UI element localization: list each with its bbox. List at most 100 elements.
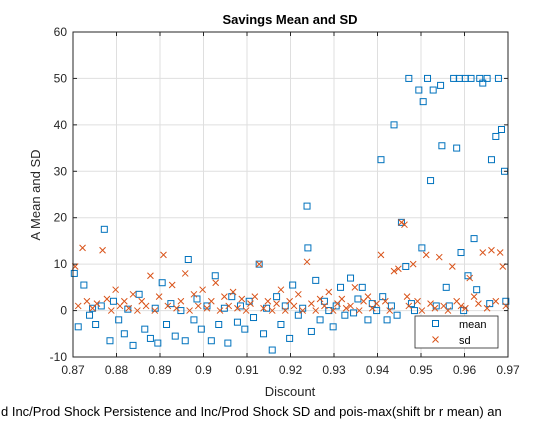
- point-mean: [141, 325, 149, 333]
- point-sd: [273, 300, 280, 307]
- point-mean: [233, 318, 241, 326]
- point-sd: [479, 249, 487, 256]
- point-sd: [364, 293, 372, 300]
- x-tick-label: 0.97: [496, 363, 520, 377]
- point-sd: [207, 297, 215, 305]
- point-sd: [435, 253, 443, 261]
- x-tick-label: 0.93: [322, 363, 346, 377]
- point-mean: [337, 283, 345, 291]
- point-mean: [260, 330, 268, 338]
- point-sd: [422, 251, 430, 259]
- point-sd: [164, 302, 172, 310]
- point-sd: [268, 307, 276, 314]
- point-mean: [341, 311, 349, 319]
- point-sd: [221, 293, 228, 300]
- point-sd: [238, 295, 246, 303]
- point-mean: [167, 300, 175, 308]
- point-sd: [414, 297, 421, 305]
- x-tick-label: 0.94: [366, 363, 390, 377]
- point-mean: [377, 156, 385, 164]
- point-mean: [467, 74, 475, 82]
- point-mean: [405, 74, 413, 82]
- point-sd: [260, 304, 267, 312]
- point-sd: [107, 307, 115, 314]
- point-mean: [106, 337, 114, 345]
- legend-marker-sd: [432, 336, 439, 343]
- point-mean: [460, 307, 468, 315]
- point-sd: [492, 297, 500, 305]
- x-axis-label: Discount: [265, 384, 316, 399]
- point-mean: [464, 272, 472, 280]
- point-sd: [448, 263, 456, 270]
- point-mean: [220, 304, 228, 312]
- point-sd: [203, 304, 211, 312]
- ticks: 0.87 0.88 0.89 0.9 0.91 0.92 0.93 0.94 0.95 0.96 0…: [50, 25, 520, 377]
- point-mean: [497, 126, 505, 133]
- point-mean: [100, 225, 108, 233]
- point-mean: [390, 121, 398, 129]
- y-tick-label: -10: [50, 350, 68, 364]
- point-mean: [427, 177, 435, 185]
- point-sd: [281, 307, 289, 314]
- point-sd: [74, 302, 82, 310]
- y-tick-label: 50: [54, 71, 68, 85]
- point-mean: [70, 269, 78, 277]
- y-axis-label: A Mean and SD: [28, 149, 43, 240]
- point-sd: [125, 304, 133, 312]
- x-tick-label: 0.96: [453, 363, 477, 377]
- point-sd: [418, 307, 426, 314]
- point-mean: [97, 302, 105, 310]
- point-sd: [155, 293, 163, 300]
- point-mean: [74, 323, 82, 331]
- point-mean: [457, 249, 465, 257]
- point-sd: [173, 304, 180, 312]
- point-sd: [229, 288, 237, 296]
- point-mean: [418, 244, 426, 252]
- point-sd: [212, 279, 220, 287]
- point-mean: [470, 235, 478, 243]
- point-mean: [158, 279, 166, 287]
- point-sd: [242, 307, 250, 314]
- point-mean: [184, 256, 192, 263]
- point-sd: [142, 302, 150, 310]
- point-mean: [163, 321, 171, 328]
- y-tick-label: 30: [54, 164, 68, 178]
- point-sd: [312, 307, 320, 314]
- y-tick-label: 40: [54, 118, 68, 132]
- point-mean: [190, 316, 198, 324]
- point-sd: [199, 286, 206, 294]
- point-sd: [234, 304, 241, 312]
- point-sd: [216, 307, 224, 314]
- point-mean: [289, 281, 297, 289]
- point-mean: [347, 274, 355, 282]
- point-mean: [312, 276, 320, 284]
- point-mean: [358, 283, 366, 291]
- point-sd: [93, 300, 101, 307]
- point-mean: [129, 341, 137, 349]
- point-mean: [135, 290, 143, 298]
- y-tick-label: 20: [54, 211, 68, 225]
- point-mean: [304, 244, 312, 252]
- point-sd: [308, 300, 315, 307]
- x-tick-label: 0.92: [279, 363, 303, 377]
- point-sd: [186, 307, 193, 314]
- point-mean: [268, 346, 276, 354]
- point-sd: [321, 302, 328, 310]
- point-sd: [99, 246, 106, 254]
- point-sd: [401, 221, 408, 229]
- point-sd: [488, 246, 495, 254]
- data-layer: [70, 74, 510, 354]
- y-tick-label: 0: [60, 304, 67, 318]
- point-mean: [215, 321, 223, 328]
- point-sd: [177, 297, 185, 305]
- point-mean: [383, 316, 391, 324]
- point-sd: [225, 302, 233, 310]
- point-mean: [92, 321, 100, 328]
- point-mean: [453, 144, 461, 152]
- point-mean: [277, 321, 285, 328]
- point-sd: [129, 290, 137, 298]
- point-sd: [181, 270, 189, 277]
- point-sd: [329, 307, 337, 314]
- point-sd: [255, 260, 263, 268]
- point-sd: [112, 286, 119, 294]
